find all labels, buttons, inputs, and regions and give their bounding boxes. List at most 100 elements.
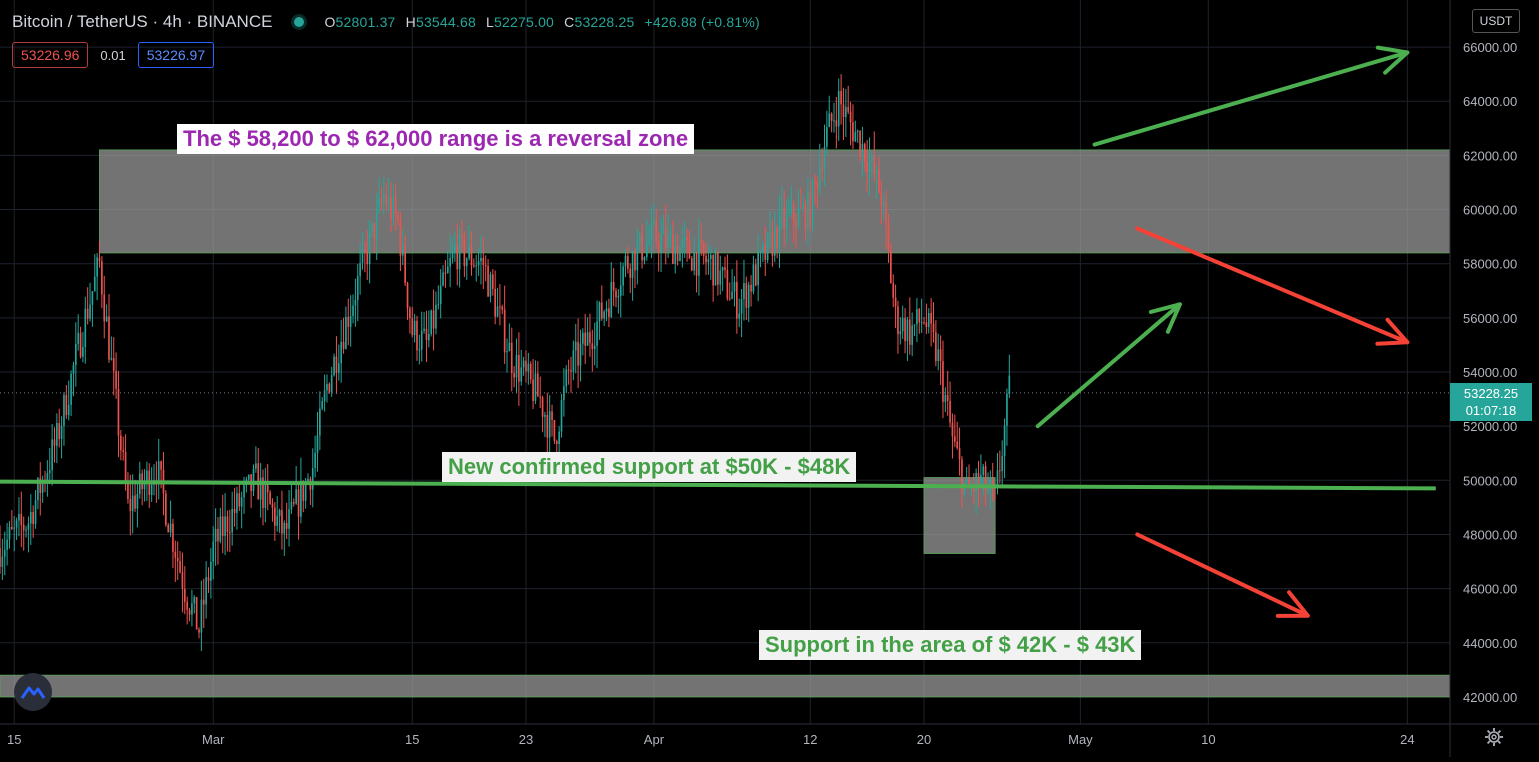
candle-body	[150, 484, 153, 495]
candle-body	[482, 257, 485, 266]
candle-body	[958, 448, 961, 460]
candle-body	[541, 397, 544, 417]
candle-body	[908, 319, 911, 345]
candle-body	[707, 259, 710, 263]
candle-body	[572, 350, 575, 372]
candle-body	[385, 194, 388, 205]
y-tick-label: 44000.00	[1463, 636, 1517, 651]
y-tick-label: 48000.00	[1463, 527, 1517, 542]
candle-body	[657, 242, 660, 253]
candle-body	[937, 349, 940, 362]
x-tick-label: 20	[917, 732, 931, 747]
candle-body	[506, 351, 508, 353]
candle-body	[356, 276, 359, 301]
candle-body	[321, 401, 324, 409]
candle-body	[961, 459, 963, 495]
candle-body	[802, 204, 805, 208]
candle-body	[465, 258, 468, 267]
candle-body	[295, 489, 297, 504]
candle-body	[240, 497, 243, 507]
candle-body	[0, 548, 1, 567]
candle-body	[382, 194, 385, 202]
candle-body	[927, 313, 930, 328]
buy-button[interactable]: 53226.97	[137, 42, 215, 68]
support-50k-label[interactable]: New confirmed support at $50K - $48K	[442, 452, 857, 482]
candle-body	[854, 131, 857, 142]
candle-body	[72, 365, 75, 374]
candle-body	[863, 143, 866, 163]
candle-body	[828, 113, 831, 128]
candle-body	[444, 272, 447, 274]
candle-body	[378, 197, 380, 208]
candle-body	[553, 419, 556, 441]
candle-body	[252, 468, 255, 491]
candle-body	[210, 561, 212, 581]
candle-body	[475, 265, 478, 267]
drawings	[0, 45, 1450, 618]
candle-body	[397, 214, 399, 221]
candle-body	[693, 252, 696, 271]
candle-body	[918, 309, 921, 323]
zones	[0, 149, 1451, 698]
candle-body	[20, 513, 23, 525]
candle-body	[700, 240, 703, 243]
tradingview-logo-icon[interactable]	[14, 673, 52, 711]
candle-body	[738, 313, 741, 319]
candle-body	[233, 509, 236, 513]
x-tick-label: 15	[7, 732, 21, 747]
candle-body	[330, 375, 333, 392]
y-tick-label: 60000.00	[1463, 203, 1517, 218]
candle-body	[816, 181, 819, 189]
candle-body	[307, 478, 309, 482]
candle-body	[205, 577, 207, 605]
close-label: C	[564, 14, 575, 30]
sell-button[interactable]: 53226.96	[12, 42, 89, 68]
candle-body	[387, 197, 390, 205]
currency-button[interactable]: USDT	[1472, 9, 1520, 33]
symbol-title[interactable]: Bitcoin / TetherUS · 4h · BINANCE	[12, 12, 273, 31]
candle-body	[274, 507, 276, 526]
candle-body	[243, 485, 245, 498]
y-tick-label: 62000.00	[1463, 148, 1517, 163]
candle-body	[342, 341, 345, 349]
candle-body	[304, 481, 307, 501]
high-value: 53544.68	[415, 14, 476, 30]
candle-body	[366, 251, 369, 265]
candle-body	[586, 332, 589, 346]
candle-body	[375, 207, 378, 240]
candle-body	[923, 322, 925, 324]
candle-body	[740, 299, 743, 314]
candle-body	[608, 308, 610, 317]
candle-body	[207, 577, 210, 581]
candle-body	[340, 341, 343, 364]
candle-body	[323, 390, 326, 402]
candle-body	[463, 236, 466, 267]
change-value: +426.88 (+0.81%)	[644, 14, 760, 30]
candle-body	[217, 528, 219, 542]
candle-body	[70, 373, 72, 405]
candle-body	[169, 523, 172, 533]
candle-body	[875, 168, 878, 176]
support-trend-line	[0, 479, 1436, 491]
candle-body	[489, 274, 492, 297]
reversal-zone-label[interactable]: The $ 58,200 to $ 62,000 range is a reve…	[177, 124, 695, 154]
candle-body	[1001, 456, 1004, 472]
candle-body	[34, 500, 37, 525]
candle-body	[302, 480, 305, 501]
y-tick-label: 64000.00	[1463, 94, 1517, 109]
candle-body	[638, 233, 641, 246]
support-42k-label[interactable]: Support in the area of $ 42K - $ 43K	[759, 630, 1142, 660]
candle-body	[603, 311, 605, 319]
candle-body	[679, 247, 681, 261]
candle-body	[925, 322, 928, 328]
gear-icon[interactable]	[1484, 727, 1504, 747]
candle-body	[454, 245, 456, 252]
candle-body	[122, 450, 125, 453]
candle-body	[667, 234, 669, 249]
candle-body	[747, 284, 750, 308]
x-tick-label: 12	[803, 732, 817, 747]
candle-body	[1003, 425, 1006, 457]
candle-body	[335, 356, 338, 373]
candle-body	[873, 155, 876, 176]
candle-body	[174, 551, 177, 558]
